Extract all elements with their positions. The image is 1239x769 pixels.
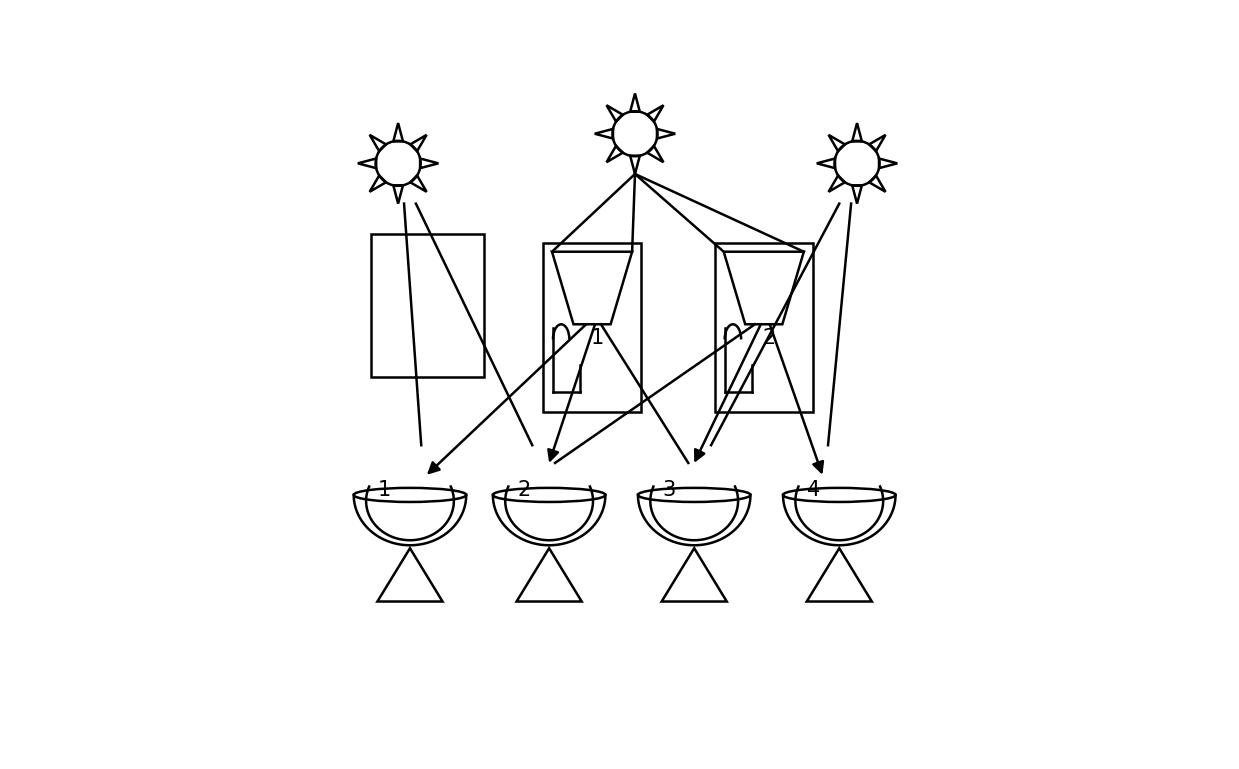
Bar bbox=[543, 243, 641, 412]
Text: 2: 2 bbox=[763, 328, 776, 348]
Text: 3: 3 bbox=[663, 480, 675, 500]
Text: 4: 4 bbox=[808, 480, 820, 500]
Bar bbox=[372, 235, 484, 377]
Text: 1: 1 bbox=[378, 480, 392, 500]
Bar bbox=[715, 243, 813, 412]
Text: 1: 1 bbox=[591, 328, 605, 348]
Text: 2: 2 bbox=[517, 480, 530, 500]
